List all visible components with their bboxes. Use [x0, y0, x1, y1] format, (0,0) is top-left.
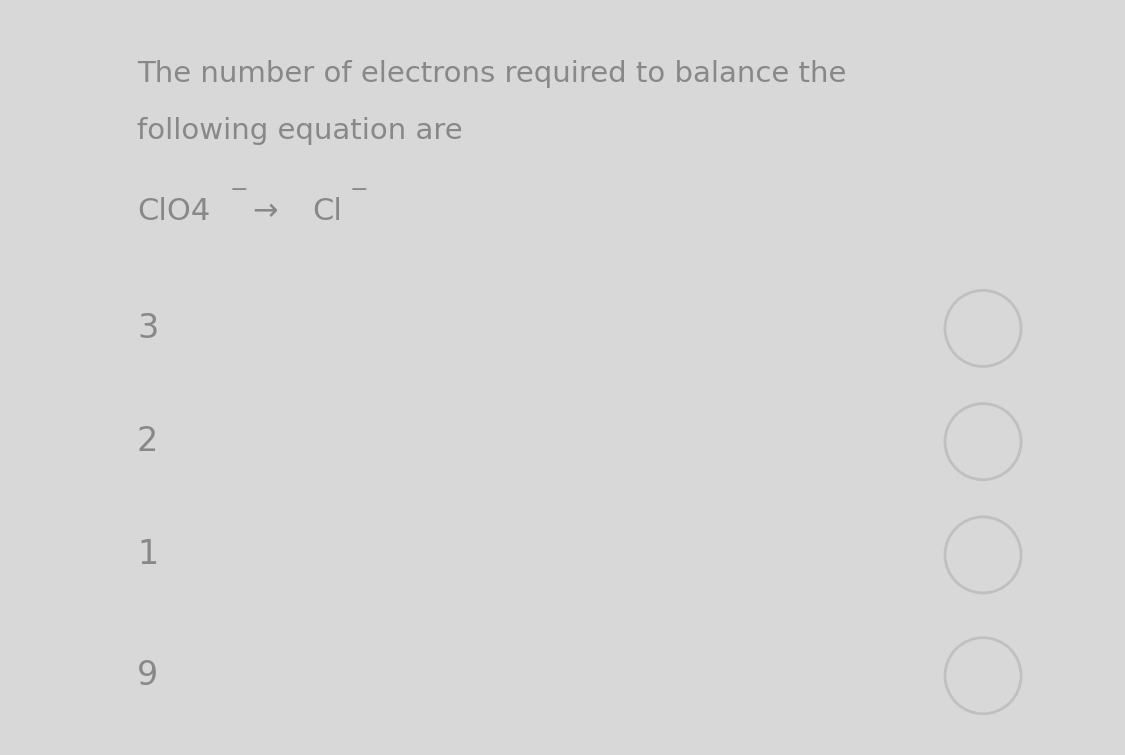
Text: following equation are: following equation are: [137, 117, 462, 145]
Text: −: −: [231, 180, 249, 200]
Text: 9: 9: [137, 659, 159, 692]
Text: ClO4: ClO4: [137, 197, 210, 226]
Text: →: →: [252, 197, 278, 226]
Text: 2: 2: [137, 425, 159, 458]
Text: −: −: [349, 180, 368, 200]
Text: Cl: Cl: [313, 197, 342, 226]
Text: 3: 3: [137, 312, 159, 345]
Text: The number of electrons required to balance the: The number of electrons required to bala…: [137, 60, 846, 88]
Text: 1: 1: [137, 538, 159, 572]
